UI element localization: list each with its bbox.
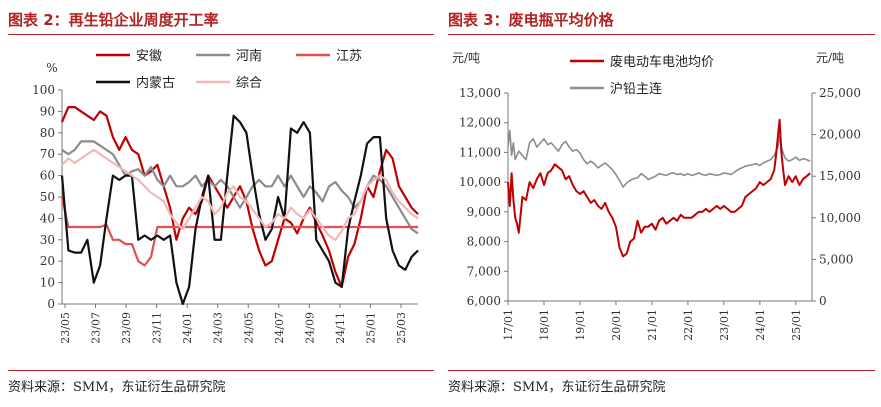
x-tick-label: 23/09 — [120, 312, 133, 344]
y-tick-label: 60 — [40, 169, 55, 183]
legend-label: 安徽 — [136, 49, 162, 64]
x-tick-label: 22/01 — [682, 309, 695, 341]
source-note: 资料来源：SMM，东证衍生品研究院 — [8, 380, 226, 395]
x-tick-label: 23/05 — [59, 312, 72, 344]
operating-rate-chart: % 0 10 20 30 40 50 60 70 80 90 100 23/05 23/07 23/09 23… — [32, 48, 419, 344]
right-y-tick-label: 25,000 — [819, 86, 861, 100]
x-tick-label: 21/01 — [646, 309, 659, 341]
legend-label: 江苏 — [336, 48, 362, 64]
legend-label: 综合 — [236, 76, 262, 91]
x-tick-label: 25/01 — [364, 312, 377, 344]
y-tick-label: 70 — [40, 147, 55, 161]
x-tick-label: 17/01 — [502, 309, 515, 341]
right-y-tick-label: 10,000 — [819, 211, 861, 225]
y-tick-label: 30 — [40, 233, 55, 247]
y-tick-label: 20 — [40, 254, 55, 268]
left-y-tick-label: 7,000 — [467, 264, 501, 278]
right-y-tick-label: 5,000 — [819, 252, 853, 266]
x-tick-label: 23/01 — [718, 309, 731, 341]
x-tick-label: 19/01 — [574, 309, 587, 341]
legend-label: 河南 — [236, 48, 262, 64]
battery-price-chart: 元/吨 元/吨 6,000 7,000 8,000 9,000 10,000 11,000 12… — [452, 51, 861, 341]
x-tick-label: 24/01 — [754, 309, 767, 341]
right-axis-unit: 元/吨 — [816, 51, 844, 65]
x-tick-label: 25/01 — [790, 309, 803, 341]
x-tick-label: 24/09 — [303, 312, 316, 344]
x-tick-label: 24/11 — [334, 312, 347, 344]
y-tick-label: 90 — [40, 104, 55, 118]
x-tick-label: 25/03 — [395, 312, 408, 344]
y-tick-label: 80 — [40, 126, 55, 140]
figure-title: 图表 2：再生铅企业周度开工率 — [8, 11, 219, 29]
x-tick-label: 23/07 — [90, 312, 103, 344]
footer-divider — [8, 370, 434, 371]
left-y-tick-label: 10,000 — [459, 175, 501, 189]
title-divider — [448, 34, 875, 35]
series-line — [507, 118, 811, 258]
left-y-tick-label: 11,000 — [459, 145, 501, 159]
x-tick-label: 24/01 — [181, 312, 194, 344]
right-y-tick-label: 15,000 — [819, 169, 861, 183]
series-line — [507, 129, 811, 188]
y-tick-label: 50 — [40, 190, 55, 204]
x-tick-label: 24/03 — [212, 312, 225, 344]
right-y-tick-label: 0 — [819, 294, 827, 308]
legend-label: 废电动车电池均价 — [610, 54, 714, 70]
x-tick-label: 20/01 — [610, 309, 623, 341]
legend-label: 内蒙古 — [136, 75, 175, 91]
source-note: 资料来源：SMM，东证衍生品研究院 — [448, 380, 666, 395]
x-tick-label: 18/01 — [538, 309, 551, 341]
series-line — [60, 114, 419, 306]
left-y-tick-label: 12,000 — [459, 116, 501, 130]
left-y-tick-label: 6,000 — [467, 294, 501, 308]
left-y-tick-label: 13,000 — [459, 86, 501, 100]
legend-label: 沪铅主连 — [610, 81, 662, 97]
y-axis-unit: % — [46, 61, 57, 75]
right-y-tick-label: 20,000 — [819, 128, 861, 142]
x-tick-label: 24/05 — [242, 312, 255, 344]
series-line — [61, 148, 419, 241]
left-y-tick-label: 8,000 — [467, 235, 501, 249]
title-divider — [8, 34, 434, 35]
left-axis-unit: 元/吨 — [452, 51, 480, 65]
series-line — [60, 196, 418, 267]
y-tick-label: 40 — [40, 211, 55, 225]
y-tick-label: 10 — [40, 276, 55, 290]
right-figure-panel: 图表 3：废电瓶平均价格 元/吨 元/吨 6,000 7,000 8,000 9,000 1… — [440, 0, 881, 407]
footer-divider — [448, 370, 875, 371]
left-y-tick-label: 9,000 — [467, 205, 501, 219]
y-tick-label: 100 — [32, 83, 55, 97]
figure-title: 图表 3：废电瓶平均价格 — [448, 11, 614, 29]
x-tick-label: 24/07 — [273, 312, 286, 344]
left-figure-panel: 图表 2：再生铅企业周度开工率 % 0 10 20 30 40 50 60 70 80 90 100 2… — [0, 0, 440, 407]
x-tick-label: 23/11 — [151, 312, 164, 344]
y-tick-label: 0 — [47, 297, 55, 311]
